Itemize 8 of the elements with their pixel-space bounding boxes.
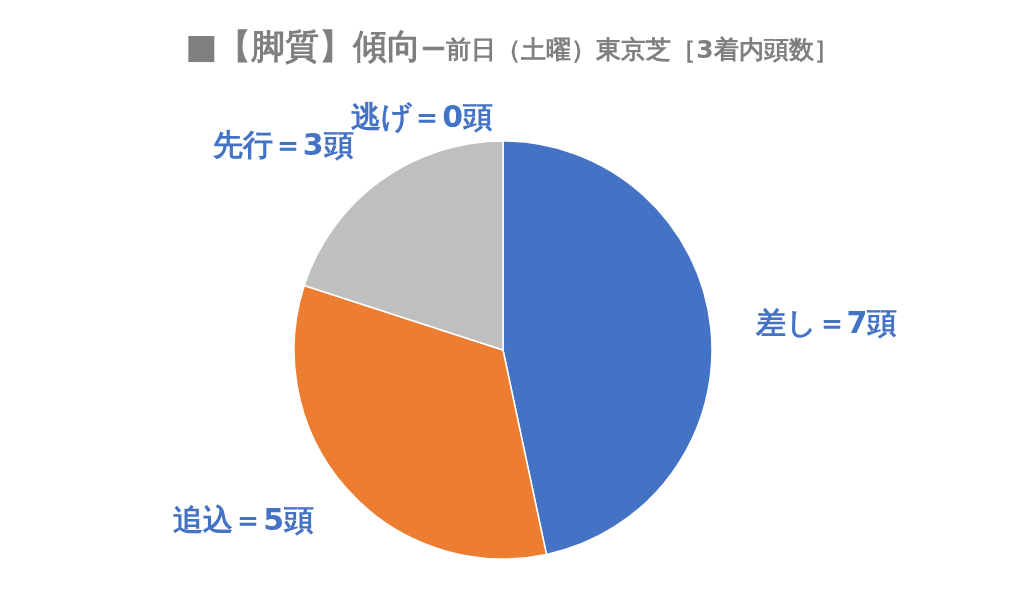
chart-subtitle: ー前日（土曜）東京芝［3着内頭数］: [421, 35, 839, 64]
slice-label: 差し: [754, 305, 817, 341]
chart-title: ■【脚質】傾向: [185, 26, 422, 66]
slice-label: 先行: [211, 126, 273, 162]
slice-label: 追込: [173, 501, 234, 537]
text: ＝0頭: [412, 99, 493, 134]
data-label: ＝5頭: [233, 501, 315, 537]
data-label: ＝7頭: [816, 305, 898, 341]
